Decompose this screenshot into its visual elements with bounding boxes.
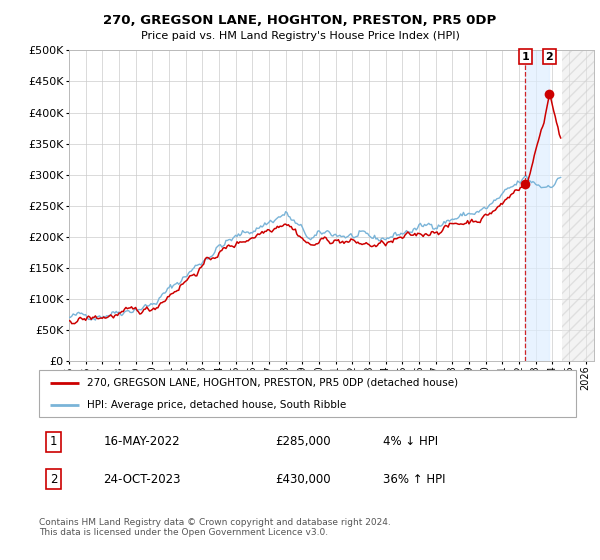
Text: 270, GREGSON LANE, HOGHTON, PRESTON, PR5 0DP (detached house): 270, GREGSON LANE, HOGHTON, PRESTON, PR5… <box>88 378 458 388</box>
Text: 4% ↓ HPI: 4% ↓ HPI <box>383 435 438 449</box>
Text: 16-MAY-2022: 16-MAY-2022 <box>103 435 180 449</box>
Text: HPI: Average price, detached house, South Ribble: HPI: Average price, detached house, Sout… <box>88 400 347 410</box>
Text: £285,000: £285,000 <box>275 435 331 449</box>
Text: 1: 1 <box>50 435 57 449</box>
Text: 24-OCT-2023: 24-OCT-2023 <box>103 473 181 486</box>
Text: Contains HM Land Registry data © Crown copyright and database right 2024.
This d: Contains HM Land Registry data © Crown c… <box>39 518 391 538</box>
Text: 270, GREGSON LANE, HOGHTON, PRESTON, PR5 0DP: 270, GREGSON LANE, HOGHTON, PRESTON, PR5… <box>103 14 497 27</box>
Bar <box>562 50 594 361</box>
Text: £430,000: £430,000 <box>275 473 331 486</box>
Text: 1: 1 <box>521 52 529 62</box>
Text: 2: 2 <box>50 473 57 486</box>
Text: 2: 2 <box>545 52 553 62</box>
Text: 36% ↑ HPI: 36% ↑ HPI <box>383 473 445 486</box>
Bar <box>525 50 549 361</box>
Text: Price paid vs. HM Land Registry's House Price Index (HPI): Price paid vs. HM Land Registry's House … <box>140 31 460 41</box>
FancyBboxPatch shape <box>39 370 576 417</box>
